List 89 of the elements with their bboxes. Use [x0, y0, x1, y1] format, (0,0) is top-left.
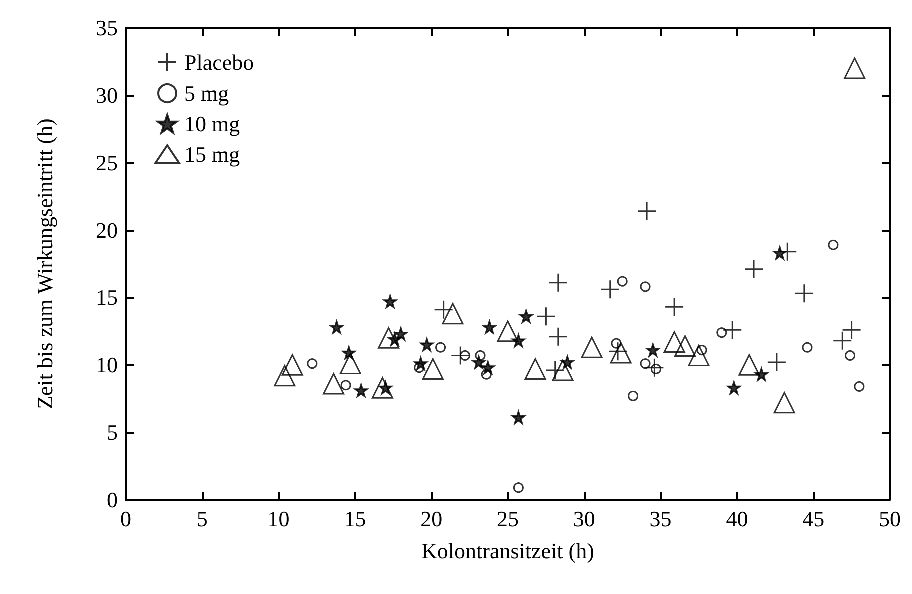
- point: [664, 297, 684, 317]
- point: [600, 280, 620, 300]
- point: [442, 303, 464, 325]
- point: [481, 369, 492, 380]
- point: [832, 331, 852, 351]
- y-tick-label: 15: [96, 285, 118, 310]
- y-tick-label: 0: [107, 488, 118, 512]
- point: [481, 361, 495, 375]
- point: [617, 276, 628, 287]
- legend-label: Placebo: [184, 50, 254, 75]
- point: [548, 327, 568, 347]
- point: [274, 365, 296, 387]
- point: [546, 360, 566, 380]
- point: [646, 344, 660, 358]
- point: [472, 356, 486, 370]
- point: [422, 358, 444, 380]
- point: [842, 320, 862, 340]
- point: [475, 350, 486, 361]
- point: [738, 354, 760, 376]
- point: [640, 282, 651, 292]
- point: [436, 342, 446, 353]
- point: [828, 240, 839, 250]
- point: [774, 392, 796, 414]
- point: [664, 331, 686, 353]
- x-tick-label: 35: [650, 506, 672, 532]
- point: [744, 260, 764, 280]
- point: [394, 327, 408, 341]
- point: [773, 246, 787, 260]
- point: [307, 358, 318, 370]
- point: [552, 360, 574, 382]
- point: [330, 320, 344, 334]
- point: [581, 336, 603, 358]
- point: [497, 320, 519, 342]
- point: [323, 373, 345, 395]
- point: [524, 358, 546, 380]
- point: [482, 320, 496, 334]
- point: [767, 352, 787, 372]
- point: [450, 346, 470, 366]
- y-tick-label: 10: [96, 352, 118, 378]
- point: [512, 410, 526, 424]
- x-tick-label: 50: [879, 506, 901, 532]
- point: [340, 353, 362, 375]
- y-tick-label: 5: [107, 420, 118, 446]
- point: [794, 284, 814, 304]
- y-tick-label: 35: [96, 16, 118, 40]
- x-tick-label: 5: [196, 506, 208, 532]
- x-tick-label: 20: [420, 506, 443, 532]
- point: [378, 327, 400, 349]
- point: [640, 358, 651, 370]
- point: [513, 482, 524, 494]
- x-tick-label: 30: [573, 506, 596, 532]
- point: [610, 342, 632, 364]
- point: [384, 295, 398, 309]
- point: [354, 384, 368, 398]
- x-axis-title: Kolontransitzeit (h): [422, 538, 594, 564]
- point: [674, 336, 696, 358]
- point: [802, 342, 813, 353]
- point: [282, 354, 304, 376]
- point: [637, 202, 657, 222]
- point: [845, 350, 856, 361]
- point: [434, 300, 454, 320]
- x-tick-label: 40: [726, 506, 748, 532]
- legend-label: 10 mg: [184, 112, 240, 136]
- point: [340, 380, 352, 391]
- y-tick-label: 25: [96, 150, 118, 176]
- point: [644, 358, 664, 378]
- x-tick-label: 15: [344, 506, 366, 532]
- point: [372, 377, 394, 399]
- y-tick-label: 20: [96, 218, 118, 243]
- point: [548, 273, 568, 293]
- point: [854, 381, 865, 392]
- point: [628, 390, 639, 402]
- point: [420, 338, 434, 352]
- point: [608, 342, 628, 362]
- y-tick-label: 30: [96, 82, 118, 108]
- x-tick-label: 45: [802, 506, 825, 532]
- point: [716, 328, 728, 338]
- y-axis-title: Zeit bis zum Wirkungseintritt (h): [32, 118, 58, 410]
- legend-label: 15 mg: [184, 142, 240, 167]
- point: [727, 381, 741, 395]
- legend-label: 5 mg: [184, 81, 230, 106]
- point: [536, 306, 556, 326]
- point: [722, 320, 742, 340]
- x-tick-label: 25: [497, 506, 519, 532]
- point: [844, 58, 866, 80]
- point: [520, 310, 534, 324]
- point: [414, 357, 428, 371]
- x-tick-label: 10: [268, 506, 290, 532]
- point: [688, 344, 710, 366]
